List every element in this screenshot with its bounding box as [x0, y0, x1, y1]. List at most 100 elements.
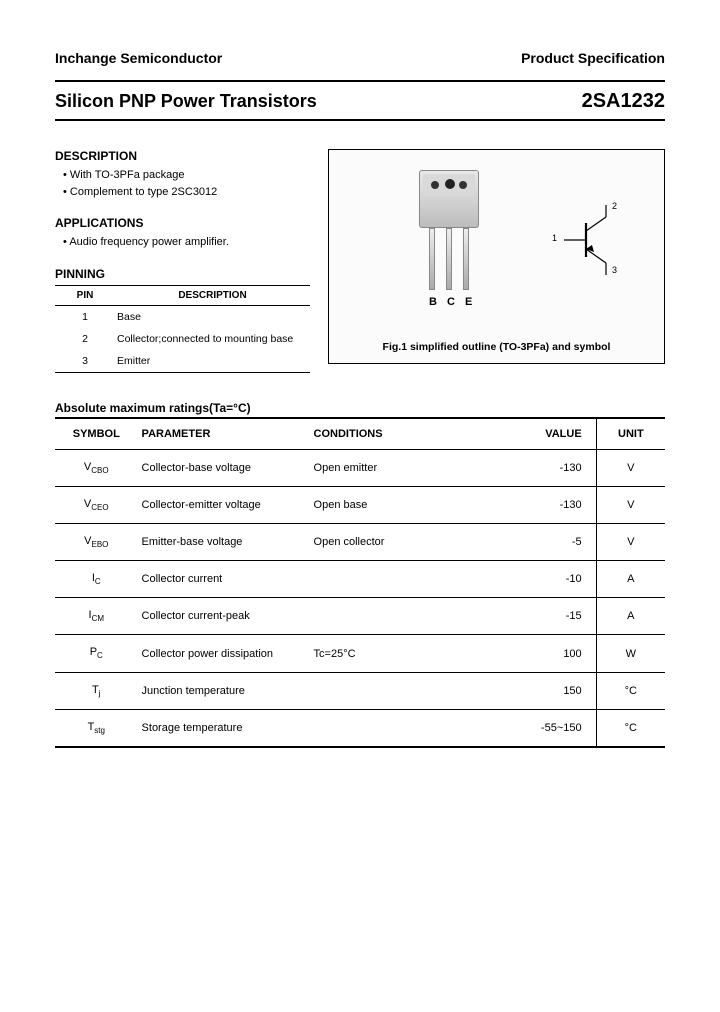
ratings-value: -55~150 [504, 709, 596, 747]
ratings-value: -130 [504, 449, 596, 486]
lead-label-c: C [447, 296, 455, 308]
ratings-unit: A [596, 598, 665, 635]
ratings-parameter: Collector power dissipation [138, 635, 310, 672]
ratings-value: 100 [504, 635, 596, 672]
ratings-symbol: VCBO [55, 449, 138, 486]
ratings-parameter: Collector-emitter voltage [138, 486, 310, 523]
ratings-conditions [310, 561, 505, 598]
package-lead [446, 228, 452, 290]
symbol-pin-1: 1 [552, 233, 557, 243]
ratings-symbol: ICM [55, 598, 138, 635]
ratings-symbol: PC [55, 635, 138, 672]
ratings-row: VCEOCollector-emitter voltageOpen base-1… [55, 486, 665, 523]
lead-label-b: B [429, 296, 437, 308]
ratings-conditions [310, 672, 505, 709]
left-column: DESCRIPTION With TO-3PFa package Complem… [55, 149, 310, 373]
description-item: With TO-3PFa package [63, 167, 310, 184]
package-hole [459, 181, 467, 189]
ratings-row: VEBOEmitter-base voltageOpen collector-5… [55, 523, 665, 560]
pin-desc: Base [115, 305, 310, 328]
content-top: DESCRIPTION With TO-3PFa package Complem… [55, 149, 665, 373]
ratings-conditions: Open base [310, 486, 505, 523]
ratings-row: TjJunction temperature 150°C [55, 672, 665, 709]
ratings-conditions: Open collector [310, 523, 505, 560]
ratings-conditions: Open emitter [310, 449, 505, 486]
ratings-unit: A [596, 561, 665, 598]
ratings-value: 150 [504, 672, 596, 709]
ratings-symbol: Tj [55, 672, 138, 709]
right-column: B C E 1 2 3 Fig.1 simplified outline ( [328, 149, 665, 373]
description-heading: DESCRIPTION [55, 149, 310, 163]
doc-type: Product Specification [521, 50, 665, 66]
package-hole [431, 181, 439, 189]
ratings-parameter: Junction temperature [138, 672, 310, 709]
ratings-unit: V [596, 449, 665, 486]
ratings-parameter: Collector current [138, 561, 310, 598]
pinning-row: 3 Emitter [55, 350, 310, 373]
symbol-pin-2: 2 [612, 201, 617, 211]
package-screw [445, 179, 455, 189]
pin-desc: Collector;connected to mounting base [115, 328, 310, 350]
ratings-col-symbol: SYMBOL [55, 418, 138, 450]
company-name: Inchange Semiconductor [55, 50, 222, 66]
ratings-symbol: VCEO [55, 486, 138, 523]
ratings-unit: V [596, 486, 665, 523]
ratings-col-conditions: CONDITIONS [310, 418, 505, 450]
ratings-row: PCCollector power dissipationTc=25°C100W [55, 635, 665, 672]
ratings-parameter: Collector current-peak [138, 598, 310, 635]
transistor-symbol: 1 2 3 [564, 205, 624, 275]
figure-box: B C E 1 2 3 Fig.1 simplified outline ( [328, 149, 665, 364]
applications-item: Audio frequency power amplifier. [63, 234, 310, 251]
ratings-unit: °C [596, 672, 665, 709]
ratings-unit: W [596, 635, 665, 672]
header-rule [55, 80, 665, 82]
ratings-row: ICMCollector current-peak -15A [55, 598, 665, 635]
ratings-heading: Absolute maximum ratings(Ta=°C) [55, 401, 665, 415]
header-row: Inchange Semiconductor Product Specifica… [55, 50, 665, 66]
package-lead [429, 228, 435, 290]
pin-desc: Emitter [115, 350, 310, 373]
ratings-row: VCBOCollector-base voltageOpen emitter-1… [55, 449, 665, 486]
pin-number: 2 [55, 328, 115, 350]
ratings-symbol: VEBO [55, 523, 138, 560]
lead-label-e: E [465, 296, 472, 308]
ratings-col-unit: UNIT [596, 418, 665, 450]
ratings-row: TstgStorage temperature -55~150°C [55, 709, 665, 747]
product-title: Silicon PNP Power Transistors [55, 91, 317, 112]
pin-number: 1 [55, 305, 115, 328]
pin-number: 3 [55, 350, 115, 373]
applications-list: Audio frequency power amplifier. [63, 234, 310, 251]
ratings-table: SYMBOL PARAMETER CONDITIONS VALUE UNIT V… [55, 417, 665, 749]
ratings-conditions [310, 709, 505, 747]
ratings-conditions [310, 598, 505, 635]
title-rule [55, 119, 665, 121]
symbol-pin-3: 3 [612, 265, 617, 275]
ratings-value: -5 [504, 523, 596, 560]
ratings-parameter: Emitter-base voltage [138, 523, 310, 560]
ratings-symbol: IC [55, 561, 138, 598]
ratings-row: ICCollector current -10A [55, 561, 665, 598]
ratings-value: -15 [504, 598, 596, 635]
pinning-col-desc: DESCRIPTION [115, 285, 310, 305]
figure-caption: Fig.1 simplified outline (TO-3PFa) and s… [329, 341, 664, 353]
pinning-table: PIN DESCRIPTION 1 Base 2 Collector;conne… [55, 285, 310, 373]
pinning-col-pin: PIN [55, 285, 115, 305]
ratings-value: -130 [504, 486, 596, 523]
pinning-heading: PINNING [55, 267, 310, 281]
description-item: Complement to type 2SC3012 [63, 184, 310, 201]
ratings-col-parameter: PARAMETER [138, 418, 310, 450]
package-lead [463, 228, 469, 290]
ratings-value: -10 [504, 561, 596, 598]
ratings-col-value: VALUE [504, 418, 596, 450]
description-list: With TO-3PFa package Complement to type … [63, 167, 310, 200]
title-row: Silicon PNP Power Transistors 2SA1232 [55, 90, 665, 113]
ratings-parameter: Storage temperature [138, 709, 310, 747]
ratings-conditions: Tc=25°C [310, 635, 505, 672]
package-outline: B C E [399, 170, 499, 300]
applications-heading: APPLICATIONS [55, 216, 310, 230]
ratings-parameter: Collector-base voltage [138, 449, 310, 486]
ratings-unit: V [596, 523, 665, 560]
ratings-unit: °C [596, 709, 665, 747]
ratings-symbol: Tstg [55, 709, 138, 747]
part-number: 2SA1232 [582, 90, 665, 113]
